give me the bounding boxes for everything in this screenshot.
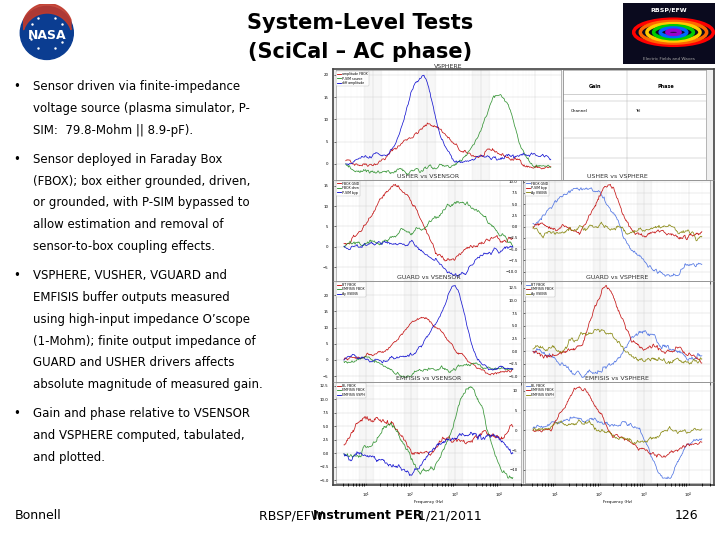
- Title: EMFISIS vs VSENSOR: EMFISIS vs VSENSOR: [396, 376, 461, 381]
- Text: Instrument PER: Instrument PER: [313, 509, 423, 522]
- Text: sensor-to-box coupling effects.: sensor-to-box coupling effects.: [33, 240, 215, 253]
- Text: 126: 126: [675, 509, 698, 522]
- Text: allow estimation and removal of: allow estimation and removal of: [33, 218, 224, 231]
- Text: and VSPHERE computed, tabulated,: and VSPHERE computed, tabulated,: [33, 429, 245, 442]
- Bar: [359, 382, 373, 483]
- Bar: [637, 382, 651, 483]
- Legend: FBOX GND, FBOX drvn, P-SIM byp: FBOX GND, FBOX drvn, P-SIM byp: [336, 180, 361, 195]
- Legend: FBOX GND, P-SIM byp, Ay VSENS: FBOX GND, P-SIM byp, Ay VSENS: [526, 180, 549, 195]
- Bar: [448, 382, 462, 483]
- Legend: BL FBOX, EMFISIS FBOX, EMFISIS VSPH: BL FBOX, EMFISIS FBOX, EMFISIS VSPH: [336, 383, 366, 398]
- X-axis label: Frequency (Hz): Frequency (Hz): [414, 500, 443, 504]
- Text: EMFISIS buffer outputs measured: EMFISIS buffer outputs measured: [33, 291, 230, 304]
- Bar: [448, 180, 462, 281]
- Bar: [637, 180, 651, 281]
- Legend: BT FBOX, EMFISIS FBOX, Ay VSENS: BT FBOX, EMFISIS FBOX, Ay VSENS: [336, 282, 366, 296]
- Text: Gain and phase relative to VSENSOR: Gain and phase relative to VSENSOR: [33, 407, 250, 420]
- Text: •: •: [14, 407, 21, 420]
- Circle shape: [20, 6, 73, 59]
- Text: Phase: Phase: [657, 84, 675, 89]
- Text: •: •: [14, 80, 21, 93]
- Text: Channel: Channel: [570, 109, 588, 113]
- X-axis label: Frequency (Hz): Frequency (Hz): [414, 399, 443, 403]
- Title: USHER vs VSPHERE: USHER vs VSPHERE: [587, 173, 648, 179]
- Text: using high-input impedance O’scope: using high-input impedance O’scope: [33, 313, 250, 326]
- Title: VSPHERE: VSPHERE: [434, 64, 462, 69]
- Bar: [404, 382, 417, 483]
- Text: voltage source (plasma simulator, P-: voltage source (plasma simulator, P-: [33, 102, 250, 115]
- Bar: [404, 180, 417, 281]
- Text: (FBOX); box either grounded, driven,: (FBOX); box either grounded, driven,: [33, 174, 251, 187]
- Text: Gain: Gain: [588, 84, 601, 89]
- Text: (SciCal – AC phase): (SciCal – AC phase): [248, 42, 472, 62]
- Bar: [472, 70, 489, 180]
- Title: GUARD vs VSENSOR: GUARD vs VSENSOR: [397, 275, 460, 280]
- Bar: [448, 281, 462, 382]
- Legend: BT FBOX, EMFISIS FBOX, Ay VSENS: BT FBOX, EMFISIS FBOX, Ay VSENS: [526, 282, 555, 296]
- Bar: [593, 281, 606, 382]
- Legend: BL FBOX, EMFISIS FBOX, EMFISIS VSPH: BL FBOX, EMFISIS FBOX, EMFISIS VSPH: [526, 383, 555, 398]
- Text: (1-Mohm); finite output impedance of: (1-Mohm); finite output impedance of: [33, 334, 256, 348]
- Bar: [359, 180, 373, 281]
- Bar: [549, 180, 562, 281]
- Text: Sensor driven via finite-impedance: Sensor driven via finite-impedance: [33, 80, 240, 93]
- X-axis label: Frequency (Hz): Frequency (Hz): [603, 500, 632, 504]
- Text: Sensor deployed in Faraday Box: Sensor deployed in Faraday Box: [33, 153, 222, 166]
- Bar: [404, 281, 417, 382]
- Bar: [549, 281, 562, 382]
- Bar: [418, 70, 435, 180]
- Text: System-Level Tests: System-Level Tests: [247, 13, 473, 33]
- Title: GUARD vs VSPHERE: GUARD vs VSPHERE: [586, 275, 649, 280]
- Bar: [364, 70, 381, 180]
- Title: EMFISIS vs VSPHERE: EMFISIS vs VSPHERE: [585, 376, 649, 381]
- Text: NASA: NASA: [27, 29, 66, 42]
- Text: •: •: [14, 153, 21, 166]
- X-axis label: Frequency (Hz): Frequency (Hz): [603, 399, 632, 403]
- Text: GUARD and USHER drivers affects: GUARD and USHER drivers affects: [33, 356, 235, 369]
- X-axis label: Frequency (Hz): Frequency (Hz): [414, 298, 443, 302]
- Text: RBSP/EFW: RBSP/EFW: [651, 8, 687, 13]
- Text: VSPHERE, VUSHER, VGUARD and: VSPHERE, VUSHER, VGUARD and: [33, 269, 227, 282]
- Text: SIM:  79.8-Mohm || 8.9-pF).: SIM: 79.8-Mohm || 8.9-pF).: [33, 124, 193, 137]
- Bar: [359, 281, 373, 382]
- Text: Electric Fields and Waves: Electric Fields and Waves: [643, 57, 695, 61]
- Text: 1/21/2011: 1/21/2011: [414, 509, 482, 522]
- Bar: [593, 180, 606, 281]
- Bar: [593, 382, 606, 483]
- Title: USHER vs VSENSOR: USHER vs VSENSOR: [397, 173, 459, 179]
- Bar: [637, 281, 651, 382]
- Bar: [549, 382, 562, 483]
- Legend: amplitude FBOX, P-SIM source, diff amplitude: amplitude FBOX, P-SIM source, diff ampli…: [336, 71, 369, 86]
- Text: Bonnell: Bonnell: [14, 509, 61, 522]
- Text: RBSP/EFW: RBSP/EFW: [259, 509, 328, 522]
- Text: or grounded, with P-SIM bypassed to: or grounded, with P-SIM bypassed to: [33, 197, 250, 210]
- X-axis label: Frequency (Hz): Frequency (Hz): [603, 298, 632, 302]
- Text: Tel: Tel: [634, 109, 640, 113]
- Text: •: •: [14, 269, 21, 282]
- X-axis label: Frequency (Hz): Frequency (Hz): [433, 197, 463, 201]
- Text: and plotted.: and plotted.: [33, 451, 105, 464]
- Text: absolute magnitude of measured gain.: absolute magnitude of measured gain.: [33, 378, 263, 391]
